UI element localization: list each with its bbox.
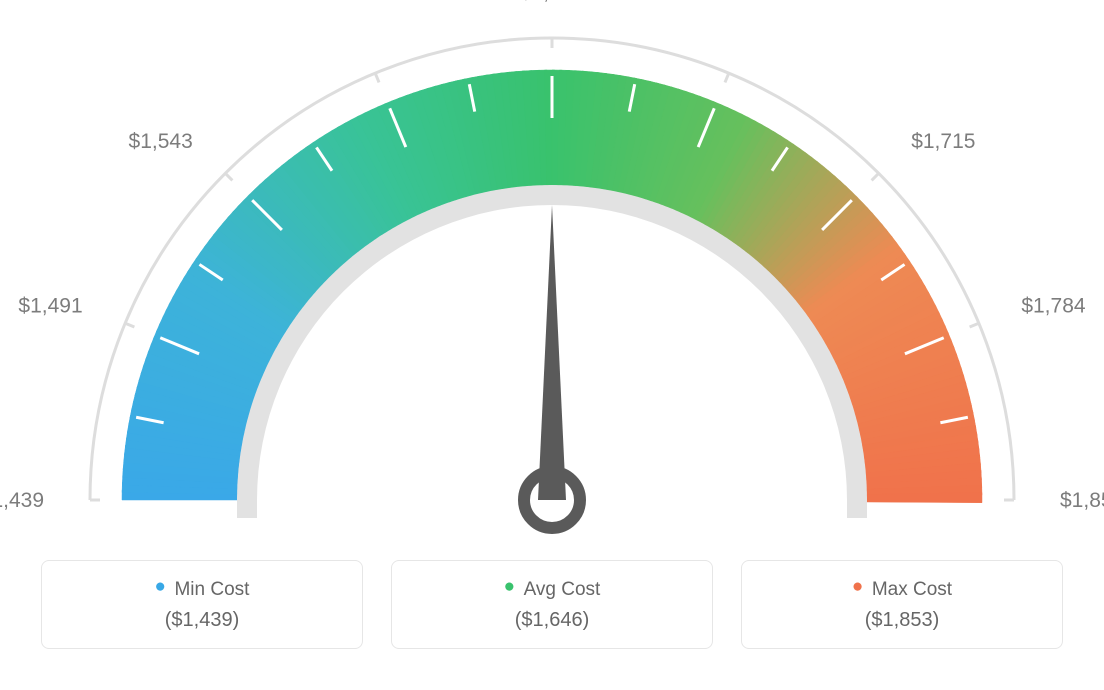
- gauge-tick-label: $1,784: [1021, 295, 1086, 318]
- gauge-tick-label: $1,543: [129, 130, 193, 153]
- legend-card-max: ● Max Cost ($1,853): [741, 560, 1063, 649]
- legend-label-avg: Avg Cost: [524, 579, 601, 600]
- legend-row: ● Min Cost ($1,439) ● Avg Cost ($1,646) …: [0, 560, 1104, 649]
- legend-dot-min: ●: [155, 576, 166, 597]
- gauge-border-tick: [872, 173, 879, 180]
- gauge-chart: $1,439 $1,491 $1,543 $1,646 $1,715 $1,784 $1,8…: [0, 0, 1104, 560]
- legend-value-avg: ($1,646): [392, 609, 712, 632]
- legend-card-min: ● Min Cost ($1,439): [41, 560, 363, 649]
- gauge-border-tick: [725, 73, 729, 82]
- legend-value-min: ($1,439): [42, 609, 362, 632]
- gauge-border-tick: [125, 323, 134, 327]
- gauge-tick-label: $1,491: [18, 295, 82, 318]
- gauge-border-tick: [375, 73, 379, 82]
- gauge-svg: $1,439 $1,491 $1,543 $1,646 $1,715 $1,784 $1,8…: [0, 0, 1104, 560]
- legend-label-max: Max Cost: [872, 579, 952, 600]
- gauge-tick-label: $1,439: [0, 489, 44, 512]
- gauge-border-tick: [970, 323, 979, 327]
- legend-dot-max: ●: [852, 576, 863, 597]
- gauge-tick-label: $1,853: [1060, 489, 1104, 512]
- gauge-tick-label: $1,646: [520, 0, 584, 4]
- gauge-tick-label: $1,715: [911, 130, 975, 153]
- gauge-needle: [538, 205, 566, 500]
- legend-label-min: Min Cost: [174, 579, 249, 600]
- gauge-border-tick: [225, 173, 232, 180]
- legend-card-avg: ● Avg Cost ($1,646): [391, 560, 713, 649]
- legend-value-max: ($1,853): [742, 609, 1062, 632]
- legend-dot-avg: ●: [504, 576, 515, 597]
